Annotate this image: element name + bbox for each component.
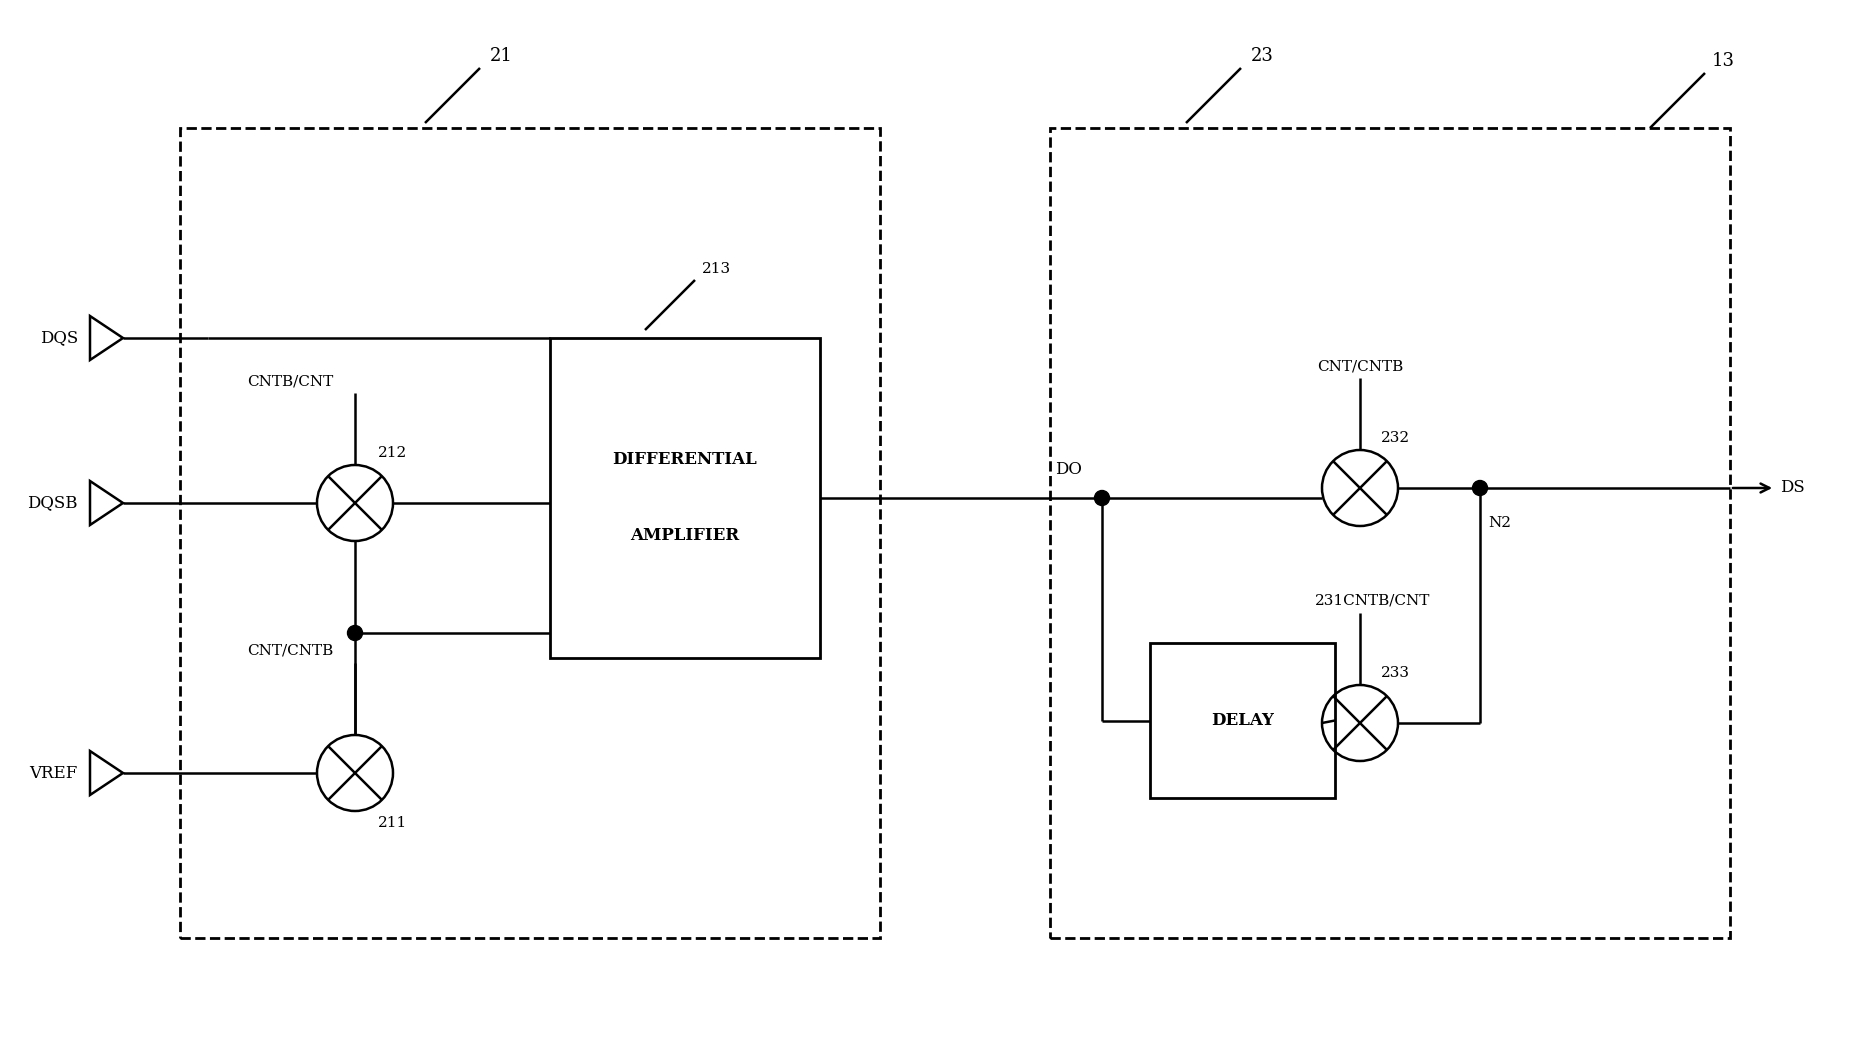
Bar xyxy=(180,128,881,938)
Text: CNT/CNTB: CNT/CNTB xyxy=(247,644,334,658)
Text: 21: 21 xyxy=(489,47,514,65)
Text: 13: 13 xyxy=(1711,52,1735,70)
Text: DELAY: DELAY xyxy=(1211,712,1274,729)
Text: AMPLIFIER: AMPLIFIER xyxy=(630,528,740,545)
Text: DIFFERENTIAL: DIFFERENTIAL xyxy=(612,452,758,469)
Text: 213: 213 xyxy=(703,262,730,276)
Text: CNTB/CNT: CNTB/CNT xyxy=(247,373,334,388)
Text: DQSB: DQSB xyxy=(28,494,78,511)
Text: 211: 211 xyxy=(378,816,408,829)
Text: DO: DO xyxy=(1055,461,1083,478)
Text: DS: DS xyxy=(1780,479,1804,496)
Bar xyxy=(1149,643,1335,798)
Text: VREF: VREF xyxy=(30,765,78,782)
Text: DQS: DQS xyxy=(39,329,78,347)
Text: CNT/CNTB: CNT/CNTB xyxy=(1316,359,1403,373)
Text: N2: N2 xyxy=(1489,516,1511,530)
Circle shape xyxy=(1472,480,1487,495)
Text: 23: 23 xyxy=(1251,47,1274,65)
Circle shape xyxy=(1094,491,1109,506)
Text: 233: 233 xyxy=(1381,665,1409,680)
Circle shape xyxy=(347,625,363,640)
Text: 231CNTB/CNT: 231CNTB/CNT xyxy=(1314,594,1431,608)
Text: 212: 212 xyxy=(378,446,408,460)
Bar xyxy=(551,338,819,658)
Text: 232: 232 xyxy=(1381,431,1411,445)
Bar xyxy=(1049,128,1730,938)
